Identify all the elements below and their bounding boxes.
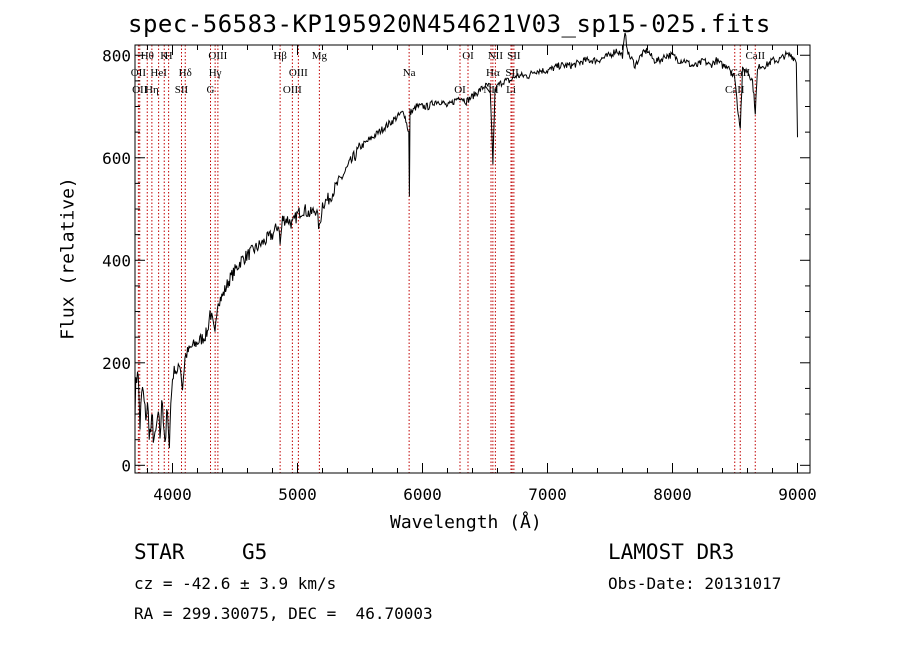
velocity-text: cz = -42.6 ± 3.9 km/s bbox=[134, 574, 337, 593]
spectral-line-label: Hδ bbox=[179, 67, 192, 79]
x-tick-label: 9000 bbox=[778, 485, 817, 504]
spectral-line-label: OI bbox=[462, 50, 474, 62]
y-tick-label: 400 bbox=[102, 251, 131, 270]
object-class: STAR bbox=[134, 540, 185, 564]
spectral-line-label: Hη bbox=[145, 84, 159, 96]
spectral-line-label: Hβ bbox=[273, 50, 287, 62]
spectral-line-label: Li bbox=[506, 84, 516, 96]
x-tick-label: 5000 bbox=[278, 485, 317, 504]
spectral-line-label: G bbox=[207, 84, 215, 96]
x-tick-label: 7000 bbox=[528, 485, 567, 504]
x-tick-label: 8000 bbox=[653, 485, 692, 504]
spectral-line-label: OIII bbox=[289, 67, 308, 79]
spectral-line-label: SII bbox=[507, 50, 521, 62]
y-tick-label: 600 bbox=[102, 149, 131, 168]
spectral-line-label: SII bbox=[505, 67, 519, 79]
chart-title: spec-56583-KP195920N454621V03_sp15-025.f… bbox=[128, 10, 771, 38]
spectral-line-label: SII bbox=[175, 84, 189, 96]
spectral-line-label: Hγ bbox=[209, 67, 222, 79]
x-axis-label: Wavelength (Å) bbox=[390, 512, 542, 533]
spectral-line-label: CaII bbox=[745, 50, 765, 62]
object-subclass: G5 bbox=[242, 540, 268, 564]
y-tick-label: 200 bbox=[102, 354, 131, 373]
spectral-line-label: CaII bbox=[730, 67, 750, 79]
spectral-line-label: NII bbox=[483, 84, 499, 96]
spectral-line-label: Mg bbox=[312, 50, 328, 62]
spectral-line-label: OIII bbox=[208, 50, 227, 62]
survey-name: LAMOST DR3 bbox=[608, 540, 735, 564]
spectrum-line bbox=[134, 32, 798, 449]
spectral-line-label: OI bbox=[454, 84, 466, 96]
x-tick-label: 6000 bbox=[403, 485, 442, 504]
spectral-line-label: HeI bbox=[150, 67, 167, 79]
spectral-line-label: K bbox=[160, 50, 168, 62]
spectral-line-label: NII bbox=[488, 50, 504, 62]
spectral-line-label: H bbox=[165, 50, 173, 62]
y-axis-label: Flux (relative) bbox=[57, 177, 79, 340]
x-tick-label: 4000 bbox=[153, 485, 192, 504]
spectral-line-label: Hθ bbox=[141, 50, 154, 62]
spectral-line-label: OII bbox=[132, 84, 148, 96]
y-tick-label: 800 bbox=[102, 46, 131, 65]
spectral-line-label: Hα bbox=[486, 67, 500, 79]
obs-date-text: Obs-Date: 20131017 bbox=[608, 574, 782, 593]
spectral-line-label: CaII bbox=[725, 84, 745, 96]
coordinates-text: RA = 299.30075, DEC = 46.70003 bbox=[134, 604, 433, 623]
spectral-line-label: OII bbox=[131, 67, 147, 79]
plot-frame bbox=[134, 44, 811, 474]
spectral-line-label: OIII bbox=[283, 84, 302, 96]
y-tick-label: 0 bbox=[121, 456, 131, 475]
spectral-line-label: Na bbox=[403, 67, 416, 79]
